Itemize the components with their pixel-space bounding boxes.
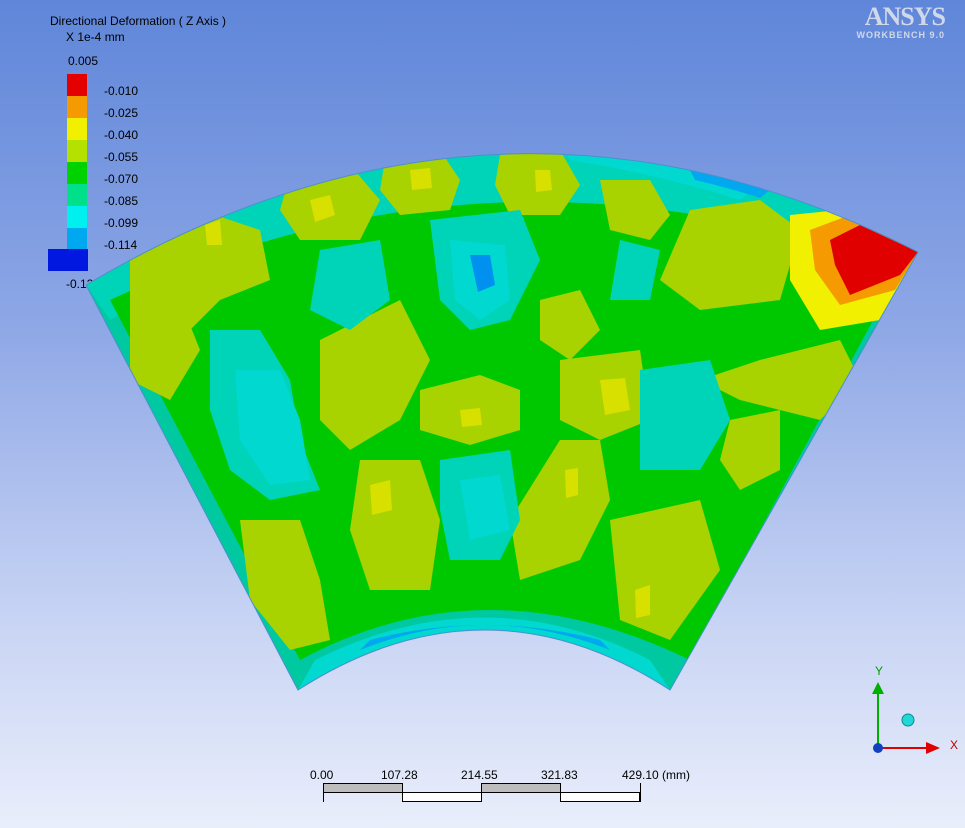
legend-max-value: 0.005 (68, 54, 99, 68)
legend-level-label: -0.040 (104, 128, 139, 142)
legend-title: Directional Deformation ( Z Axis ) (50, 14, 227, 28)
legend-level-label: -0.025 (104, 106, 139, 120)
legend-swatch (67, 140, 87, 162)
legend-swatch (67, 206, 87, 228)
legend-swatch (67, 184, 87, 206)
legend-units: X 1e-4 mm (66, 30, 125, 44)
axis-triad[interactable] (860, 660, 960, 770)
legend-swatch (67, 118, 87, 140)
axis-y-label: Y (875, 664, 884, 678)
legend-swatch (67, 228, 87, 250)
legend-swatch (67, 74, 87, 96)
sector-outline (85, 153, 919, 691)
legend-level-label: -0.055 (104, 150, 139, 164)
legend-swatch (67, 162, 87, 184)
legend-level-label: -0.070 (104, 172, 139, 186)
ansys-logo: ANSYS WORKBENCH 9.0 (856, 2, 946, 41)
scale-tick-label: 107.28 (381, 768, 418, 782)
scale-bar (323, 783, 641, 802)
legend-level-label: -0.085 (104, 194, 139, 208)
scale-tick-label: 214.55 (461, 768, 498, 782)
legend-min-swatch (48, 249, 88, 271)
scale-tick-label: 0.00 (310, 768, 334, 782)
axis-x-label: X (950, 738, 959, 752)
legend-swatch (67, 96, 87, 118)
logo-brand: ANSYS (864, 2, 946, 31)
legend-level-label: -0.114 (104, 238, 138, 252)
legend-level-label: -0.010 (104, 84, 139, 98)
scale-tick-label: 429.10 (mm) (622, 768, 691, 782)
scale-tick-label: 321.83 (541, 768, 578, 782)
logo-product: WORKBENCH 9.0 (856, 30, 945, 40)
legend-level-label: -0.099 (104, 216, 139, 230)
